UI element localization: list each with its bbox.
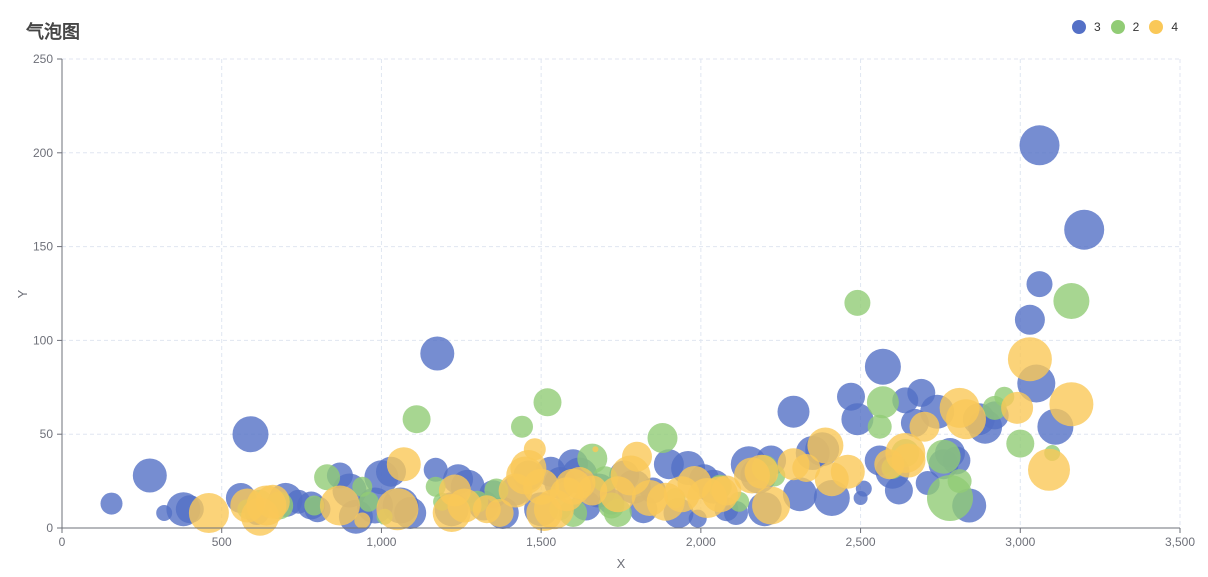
bubble-series-4[interactable] <box>376 488 419 531</box>
bubble-series-2[interactable] <box>844 289 871 316</box>
bubble-series-4[interactable] <box>744 454 779 489</box>
bubble-series-4[interactable] <box>807 427 844 464</box>
bubble-series-4[interactable] <box>188 493 229 533</box>
bubble-layer <box>100 125 1105 536</box>
bubble-series-3[interactable] <box>423 457 448 482</box>
bubble-series-3[interactable] <box>1064 209 1105 250</box>
bubble-series-4[interactable] <box>622 441 652 472</box>
y-tick-label: 50 <box>40 427 54 441</box>
bubble-series-2[interactable] <box>358 491 379 512</box>
bubble-series-4[interactable] <box>909 411 940 442</box>
legend-label: 3 <box>1093 20 1101 34</box>
bubble-series-4[interactable] <box>447 488 482 523</box>
bubble-series-3[interactable] <box>864 348 901 385</box>
axes: 0 50 100 150 200 250 0 500 1,000 1,500 2,000 2,500 3… <box>33 52 1195 549</box>
x-tick-label: 2,500 <box>846 535 876 549</box>
legend-item-4[interactable]: 4 <box>1149 20 1178 34</box>
bubble-series-2[interactable] <box>866 386 899 419</box>
bubble-series-2[interactable] <box>1053 283 1090 319</box>
x-tick-label: 2,000 <box>686 535 716 549</box>
legend-circle-icon <box>1071 20 1086 34</box>
bubble-series-3[interactable] <box>777 395 810 428</box>
bubble-series-4[interactable] <box>255 484 290 519</box>
x-axis-label: X <box>617 556 626 571</box>
x-tick-label: 3,000 <box>1005 535 1035 549</box>
y-tick-label: 250 <box>33 52 53 66</box>
bubble-series-2[interactable] <box>867 414 892 439</box>
bubble-series-4[interactable] <box>485 499 514 527</box>
bubble-series-2[interactable] <box>533 388 562 417</box>
x-tick-label: 1,500 <box>526 535 556 549</box>
y-axis-label: Y <box>15 289 30 298</box>
y-tick-label: 200 <box>33 146 53 160</box>
bubble-series-2[interactable] <box>304 495 325 516</box>
bubble-series-2[interactable] <box>314 464 341 491</box>
bubble-series-3[interactable] <box>232 416 269 453</box>
y-tick-label: 0 <box>46 521 53 535</box>
bubble-series-4[interactable] <box>523 438 546 461</box>
bubble-series-4[interactable] <box>1049 382 1094 427</box>
bubble-series-3[interactable] <box>884 476 913 505</box>
bubble-series-4[interactable] <box>592 446 599 453</box>
bubble-series-2[interactable] <box>511 415 533 438</box>
bubble-series-4[interactable] <box>319 485 360 526</box>
legend-circle-icon <box>1110 20 1125 34</box>
bubble-series-3[interactable] <box>1026 271 1053 298</box>
bubble-series-3[interactable] <box>420 336 455 371</box>
legend-label: 4 <box>1171 20 1178 34</box>
bubble-series-2[interactable] <box>947 469 972 494</box>
bubble-series-3[interactable] <box>1019 125 1060 166</box>
bubble-series-3[interactable] <box>853 491 868 505</box>
bubble-series-4[interactable] <box>1001 391 1034 424</box>
x-tick-label: 0 <box>59 535 66 549</box>
bubble-series-3[interactable] <box>841 403 874 436</box>
legend-circle-icon <box>1149 20 1164 34</box>
grid-lines <box>62 58 1181 528</box>
bubble-series-4[interactable] <box>1007 337 1052 382</box>
bubble-series-3[interactable] <box>1014 304 1045 335</box>
y-tick-label: 100 <box>33 333 53 347</box>
bubble-series-4[interactable] <box>891 443 926 478</box>
bubble-series-3[interactable] <box>100 492 123 515</box>
legend-label: 2 <box>1132 20 1140 34</box>
bubble-series-4[interactable] <box>577 475 608 506</box>
y-tick-label: 150 <box>33 240 53 254</box>
x-tick-label: 500 <box>212 535 232 549</box>
bubble-series-2[interactable] <box>1006 429 1035 458</box>
bubble-series-4[interactable] <box>830 454 865 489</box>
bubble-series-4[interactable] <box>752 486 791 525</box>
bubble-series-4[interactable] <box>1028 448 1070 491</box>
bubble-series-2[interactable] <box>926 439 961 474</box>
bubble-series-2[interactable] <box>352 476 373 497</box>
x-tick-label: 1,000 <box>366 535 396 549</box>
legend: 3 2 4 <box>1062 20 1178 34</box>
legend-item-3[interactable]: 3 <box>1071 20 1101 34</box>
bubble-series-2[interactable] <box>647 423 678 453</box>
bubble-series-4[interactable] <box>946 399 986 440</box>
bubble-series-2[interactable] <box>577 443 608 474</box>
chart-title: 气泡图 <box>26 22 80 43</box>
bubble-series-4[interactable] <box>711 475 742 506</box>
legend-item-2[interactable]: 2 <box>1110 20 1140 34</box>
bubble-series-4[interactable] <box>792 454 821 482</box>
bubble-series-4[interactable] <box>354 512 371 529</box>
bubble-series-3[interactable] <box>782 477 817 512</box>
x-tick-label: 3,500 <box>1165 535 1195 549</box>
bubble-series-2[interactable] <box>402 405 431 434</box>
bubble-series-4[interactable] <box>386 447 421 482</box>
bubble-series-3[interactable] <box>132 458 167 493</box>
